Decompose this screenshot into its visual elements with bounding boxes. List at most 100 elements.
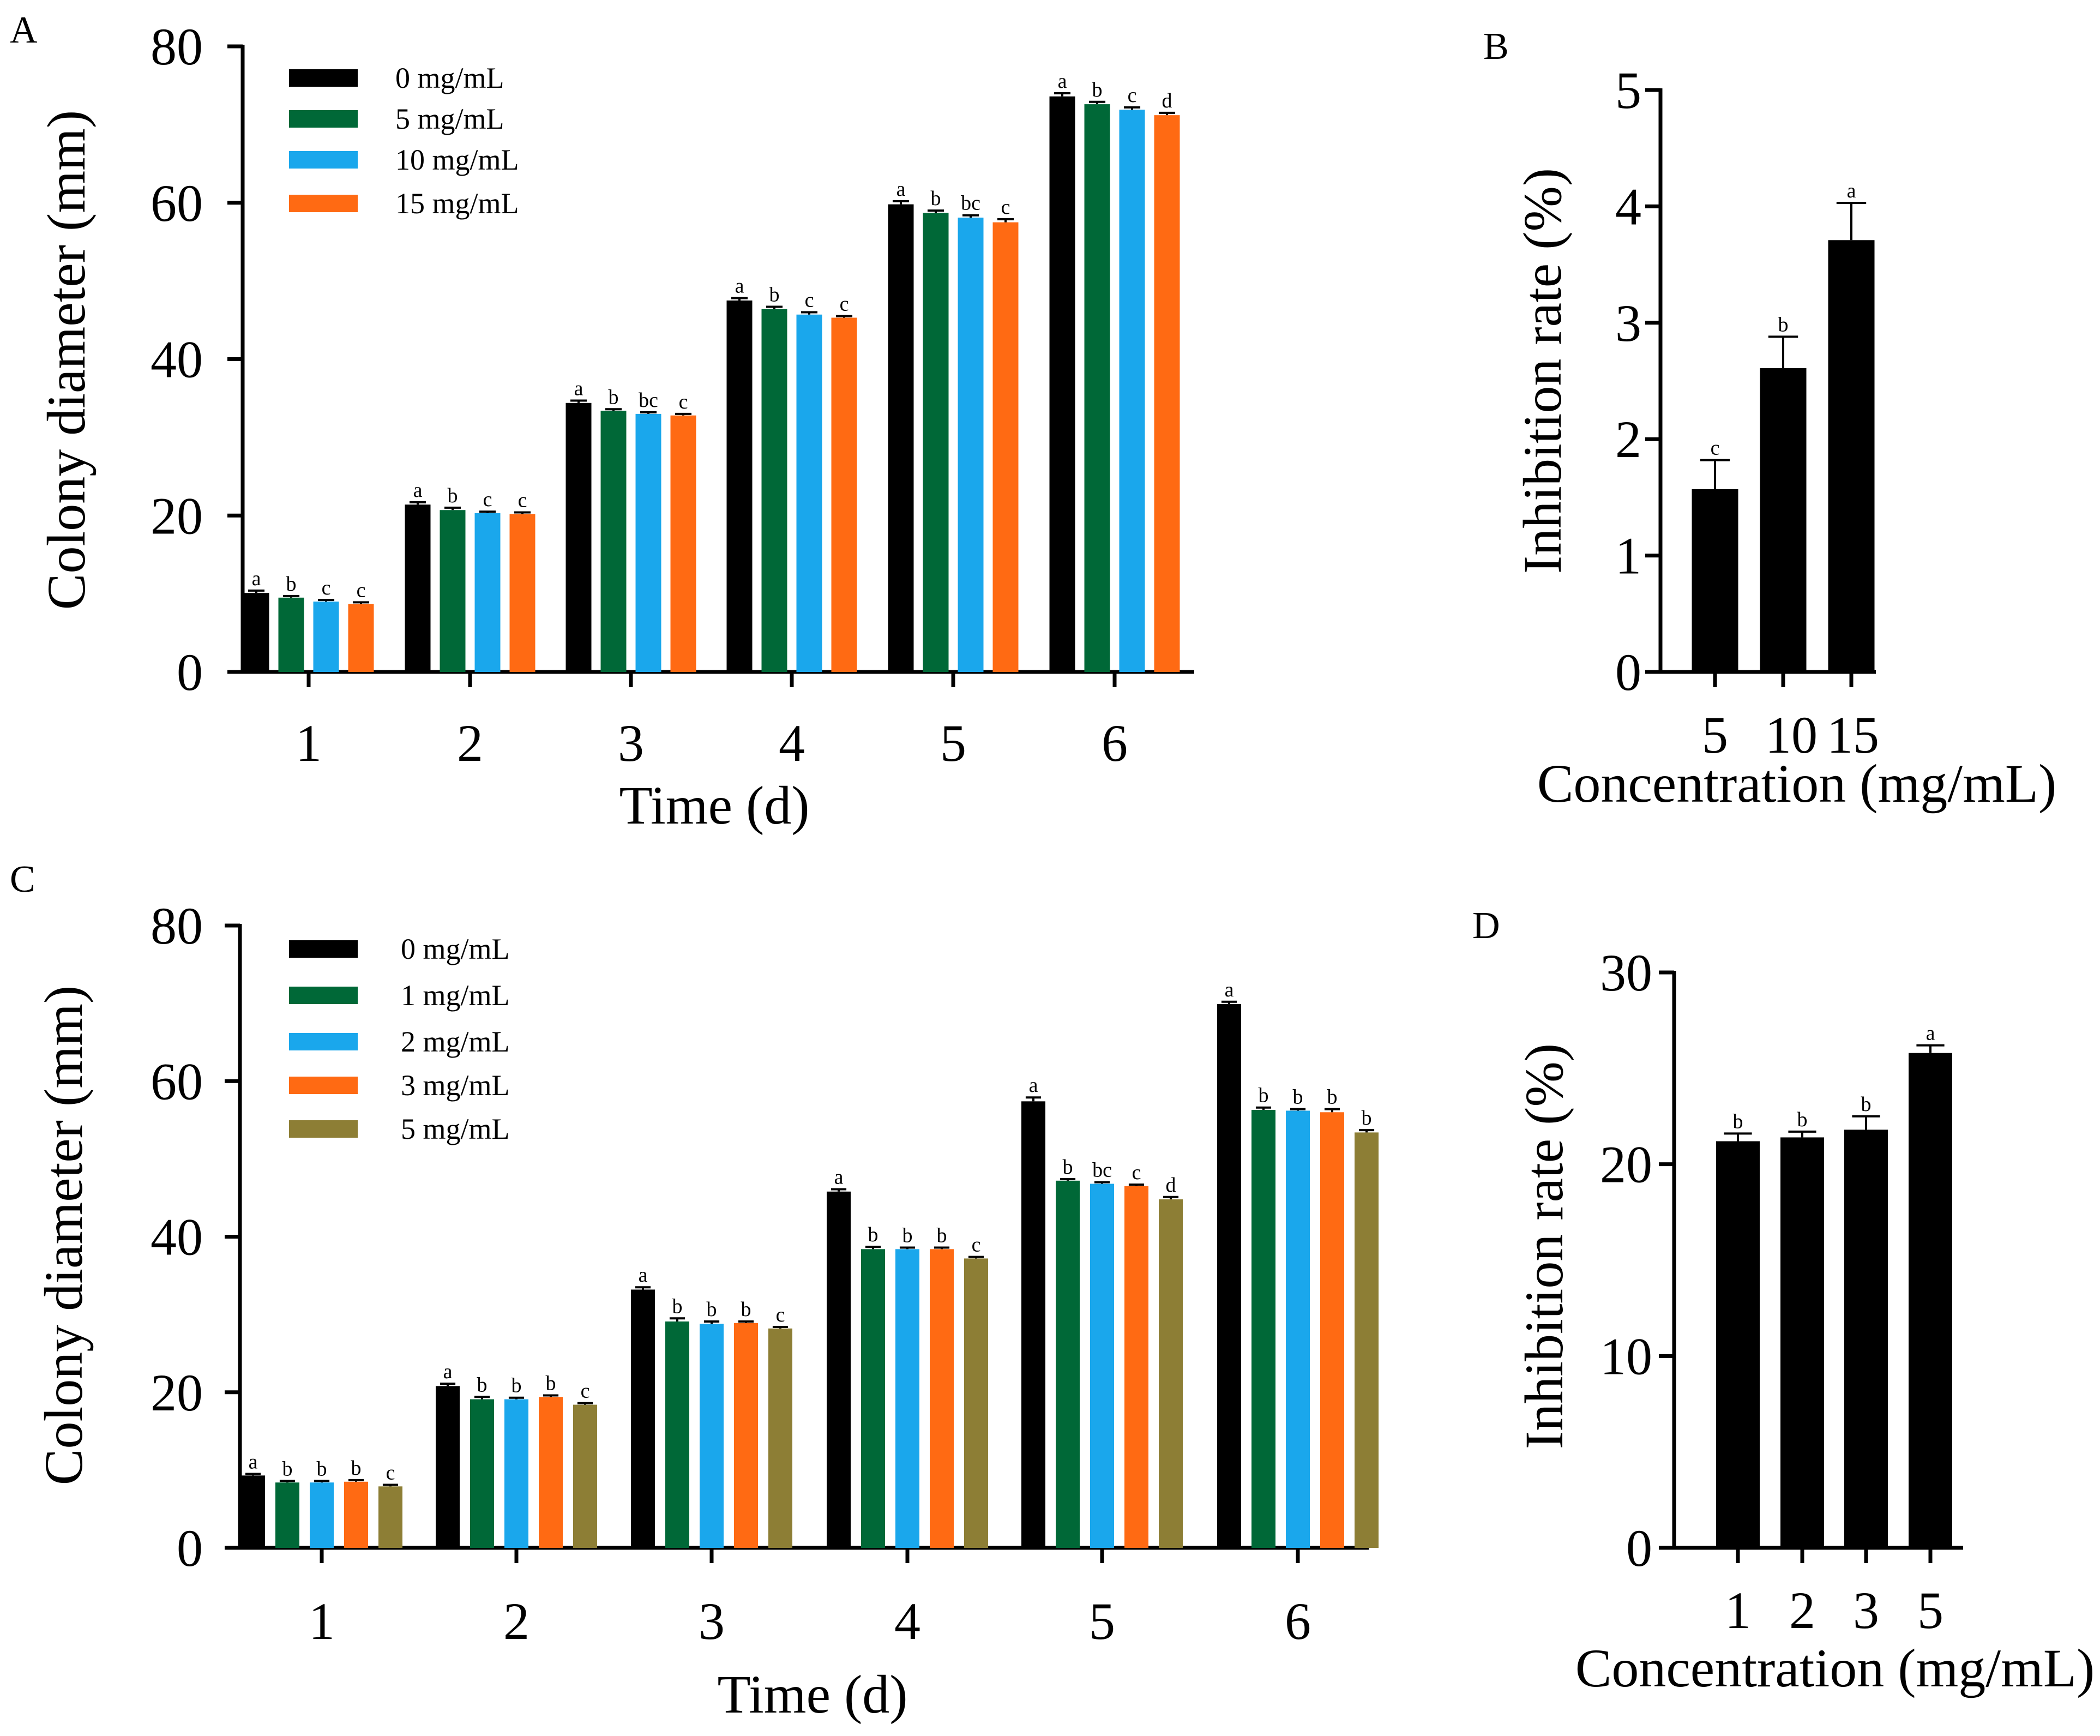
bar xyxy=(861,1249,885,1548)
bar xyxy=(665,1321,689,1548)
bar xyxy=(344,1481,368,1548)
legend-swatch xyxy=(289,1077,358,1094)
y-tick-label: 0 xyxy=(177,643,203,701)
bar xyxy=(310,1482,334,1548)
x-tick-label: 10 xyxy=(1765,706,1818,764)
y-tick-label: 1 xyxy=(1615,527,1641,585)
x-tick-label: 4 xyxy=(894,1592,920,1650)
x-tick-label: 5 xyxy=(1089,1592,1115,1650)
y-tick-label: 80 xyxy=(151,897,203,955)
legend-swatch xyxy=(289,195,358,212)
x-tick-label: 4 xyxy=(779,714,805,772)
bar xyxy=(348,604,374,672)
y-tick-label: 60 xyxy=(151,1052,203,1110)
significance-letter: b xyxy=(317,1457,327,1480)
x-tick-label: 3 xyxy=(1853,1581,1879,1639)
significance-letter: b xyxy=(1259,1084,1269,1107)
y-axis-title: Inhibition rate (%) xyxy=(1512,168,1573,574)
significance-letter: a xyxy=(252,567,261,590)
x-tick-label: 5 xyxy=(1702,706,1728,764)
x-tick-label: 1 xyxy=(1725,1581,1751,1639)
bar xyxy=(504,1399,528,1548)
significance-letter: c xyxy=(840,293,849,316)
significance-letter: a xyxy=(249,1451,258,1474)
y-tick-label: 80 xyxy=(151,17,203,76)
x-axis-title: Concentration (mg/mL) xyxy=(1537,753,2057,814)
significance-letter: b xyxy=(286,573,297,596)
y-tick-label: 60 xyxy=(151,174,203,232)
legend-label: 0 mg/mL xyxy=(395,62,504,94)
x-tick-label: 5 xyxy=(1917,1581,1943,1639)
y-tick-label: 5 xyxy=(1615,61,1641,119)
significance-letter: a xyxy=(1847,179,1856,202)
bar xyxy=(768,1328,792,1548)
legend: 0 mg/mL 5 mg/mL 10 mg/mL 15 mg/mL xyxy=(289,62,519,220)
x-tick-label: 3 xyxy=(699,1592,725,1650)
bar xyxy=(1217,1004,1241,1548)
bar xyxy=(470,1399,494,1548)
legend-label: 15 mg/mL xyxy=(395,187,519,220)
y-axis-title: Inhibition rate (%) xyxy=(1514,1043,1574,1449)
bar xyxy=(670,415,696,672)
x-axis-title: Concentration (mg/mL) xyxy=(1575,1638,2095,1698)
bar xyxy=(405,504,431,672)
bar xyxy=(243,593,269,672)
x-tick-label: 15 xyxy=(1827,706,1879,764)
significance-letter: b xyxy=(1797,1108,1808,1131)
bar xyxy=(539,1397,563,1548)
significance-letter: d xyxy=(1162,89,1172,112)
y-tick-label: 30 xyxy=(1600,944,1652,1002)
significance-letter: b xyxy=(477,1373,488,1396)
bar xyxy=(573,1404,597,1548)
significance-letter: b xyxy=(769,283,780,306)
y-tick-label: 20 xyxy=(1600,1136,1652,1194)
y-tick-label: 3 xyxy=(1615,294,1641,352)
bar xyxy=(241,1475,265,1548)
legend-swatch xyxy=(289,151,358,169)
significance-letter: a xyxy=(834,1166,844,1188)
bar xyxy=(827,1191,851,1548)
significance-letter: b xyxy=(707,1298,717,1321)
legend-swatch xyxy=(289,940,358,958)
bar xyxy=(600,411,627,672)
significance-letter: b xyxy=(672,1295,683,1318)
panel-letter: C xyxy=(10,858,35,900)
significance-letter: b xyxy=(1063,1156,1073,1179)
significance-letter: a xyxy=(735,275,744,298)
bar xyxy=(565,403,592,672)
legend-swatch xyxy=(289,1033,358,1050)
significance-letter: c xyxy=(1132,1161,1141,1184)
significance-letter: c xyxy=(322,576,331,599)
legend-label: 2 mg/mL xyxy=(401,1025,510,1058)
significance-letter: b xyxy=(937,1224,947,1247)
y-axis-title: Colony diameter (mm) xyxy=(36,110,97,610)
x-tick-label: 6 xyxy=(1285,1592,1311,1650)
significance-letter: b xyxy=(1778,313,1789,336)
y-tick-label: 0 xyxy=(177,1519,203,1577)
significance-letter: bc xyxy=(1092,1159,1112,1182)
bar xyxy=(964,1258,988,1548)
bar xyxy=(1251,1110,1275,1548)
x-tick-label: 3 xyxy=(618,714,644,772)
bar xyxy=(1124,1186,1148,1548)
legend-label: 1 mg/mL xyxy=(401,979,510,1012)
bar xyxy=(888,204,914,672)
bar xyxy=(1780,1137,1824,1548)
significance-letter: b xyxy=(1327,1086,1338,1109)
bar xyxy=(930,1249,954,1548)
significance-letter: c xyxy=(972,1234,981,1257)
bar xyxy=(1021,1101,1045,1548)
y-tick-label: 40 xyxy=(151,1208,203,1266)
bar xyxy=(895,1249,919,1548)
y-tick-label: 0 xyxy=(1626,1519,1652,1577)
significance-letter: bc xyxy=(961,192,980,215)
significance-letter: c xyxy=(805,289,814,311)
y-tick-label: 2 xyxy=(1615,410,1641,468)
y-tick-label: 20 xyxy=(151,486,203,545)
significance-letter: a xyxy=(896,178,906,201)
significance-letter: c xyxy=(1001,196,1010,219)
panel-letter: A xyxy=(10,9,38,51)
bar xyxy=(796,314,822,672)
